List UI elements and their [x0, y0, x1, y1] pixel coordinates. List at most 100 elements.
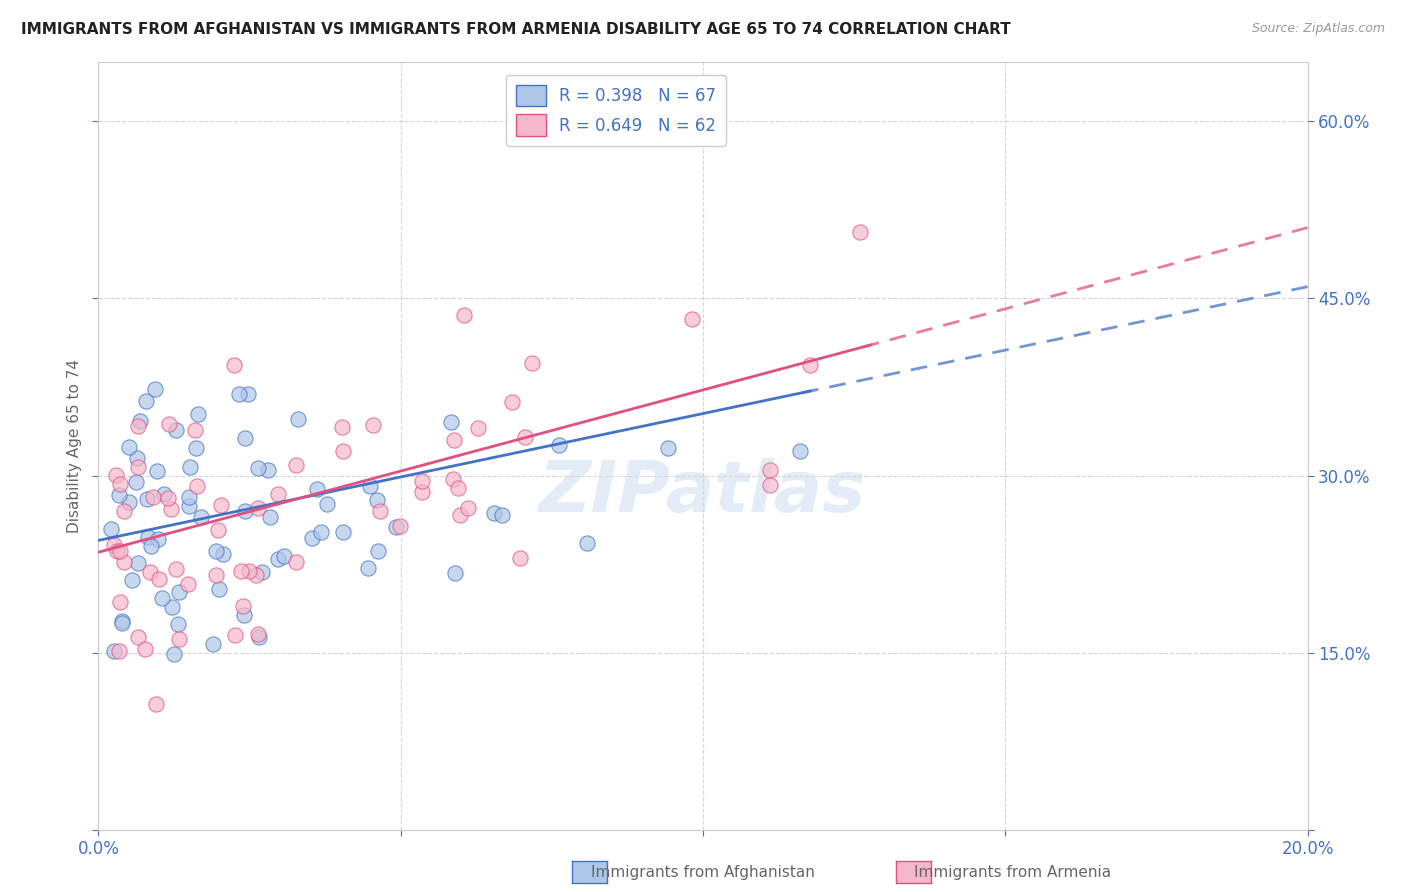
Point: [107, 644, 129, 658]
Point: [332, 443, 354, 458]
Point: [127, 630, 149, 644]
Point: [449, 508, 471, 522]
Point: [246, 627, 269, 641]
Point: [167, 616, 190, 631]
Point: [179, 490, 201, 504]
Point: [103, 538, 125, 552]
Point: [236, 387, 259, 401]
Point: [143, 382, 166, 396]
Point: [439, 415, 461, 429]
Point: [150, 591, 173, 605]
Point: [166, 562, 188, 576]
Point: [108, 544, 131, 558]
Point: [187, 407, 209, 421]
Point: [332, 524, 354, 539]
Point: [256, 463, 278, 477]
Point: [520, 355, 543, 369]
Point: [138, 530, 160, 544]
Point: [385, 519, 408, 533]
Point: [136, 491, 159, 506]
Point: [169, 632, 191, 647]
Point: [152, 486, 174, 500]
Point: [162, 600, 184, 615]
Point: [366, 492, 388, 507]
Point: [247, 500, 270, 515]
Point: [547, 438, 569, 452]
Point: [118, 494, 141, 508]
Point: [135, 394, 157, 409]
Point: [207, 523, 229, 537]
Point: [247, 630, 270, 644]
Point: [229, 564, 252, 578]
Point: [224, 628, 246, 642]
Legend: R = 0.398   N = 67, R = 0.649   N = 62: R = 0.398 N = 67, R = 0.649 N = 62: [506, 75, 725, 145]
Point: [681, 312, 703, 326]
Point: [108, 488, 131, 502]
Point: [247, 461, 270, 475]
Point: [111, 615, 134, 629]
Point: [177, 499, 200, 513]
Point: [513, 429, 536, 443]
Point: [799, 358, 821, 372]
Point: [222, 358, 245, 372]
Point: [446, 481, 468, 495]
Point: [759, 478, 782, 492]
Point: [127, 556, 149, 570]
Point: [233, 608, 256, 623]
Text: IMMIGRANTS FROM AFGHANISTAN VS IMMIGRANTS FROM ARMENIA DISABILITY AGE 65 TO 74 C: IMMIGRANTS FROM AFGHANISTAN VS IMMIGRANT…: [21, 22, 1011, 37]
Point: [103, 644, 125, 658]
Point: [309, 525, 332, 540]
Point: [212, 547, 235, 561]
Text: Source: ZipAtlas.com: Source: ZipAtlas.com: [1251, 22, 1385, 36]
Point: [368, 504, 391, 518]
Point: [146, 464, 169, 478]
Point: [142, 490, 165, 504]
Point: [139, 539, 162, 553]
Point: [388, 519, 411, 533]
Point: [186, 479, 208, 493]
Point: [184, 423, 207, 437]
Point: [273, 549, 295, 564]
Point: [245, 567, 267, 582]
Point: [576, 536, 599, 550]
Point: [357, 561, 380, 575]
Point: [145, 697, 167, 711]
Point: [789, 444, 811, 458]
Point: [190, 509, 212, 524]
Point: [305, 483, 328, 497]
Text: ZIPatlas: ZIPatlas: [540, 458, 866, 526]
Point: [359, 479, 381, 493]
Point: [267, 552, 290, 566]
Point: [250, 565, 273, 579]
Point: [134, 641, 156, 656]
Point: [259, 509, 281, 524]
Point: [127, 418, 149, 433]
Point: [205, 568, 228, 582]
Point: [112, 555, 135, 569]
Point: [233, 431, 256, 445]
Point: [201, 637, 224, 651]
Point: [443, 433, 465, 447]
Point: [285, 458, 308, 473]
Point: [209, 499, 232, 513]
Point: [110, 476, 132, 491]
Point: [125, 451, 148, 466]
Text: Immigrants from Armenia: Immigrants from Armenia: [914, 865, 1111, 880]
Point: [467, 421, 489, 435]
Point: [232, 599, 254, 613]
Point: [849, 225, 872, 239]
Point: [157, 491, 180, 505]
Point: [330, 419, 353, 434]
Point: [759, 463, 782, 477]
Point: [228, 387, 250, 401]
Point: [104, 467, 127, 482]
Point: [148, 572, 170, 586]
Point: [146, 532, 169, 546]
Point: [184, 441, 207, 455]
Point: [108, 595, 131, 609]
Point: [205, 544, 228, 558]
Point: [157, 417, 180, 431]
Point: [160, 502, 183, 516]
Point: [509, 550, 531, 565]
Point: [457, 501, 479, 516]
